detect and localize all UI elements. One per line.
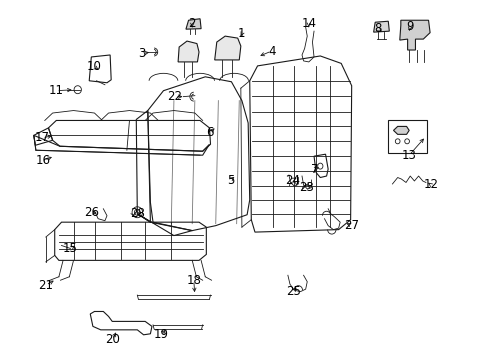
Text: 14: 14 xyxy=(301,17,316,30)
Polygon shape xyxy=(393,126,408,134)
Text: 24: 24 xyxy=(285,174,300,186)
Polygon shape xyxy=(373,21,388,32)
Text: 23: 23 xyxy=(299,181,313,194)
Text: 1: 1 xyxy=(238,27,245,40)
Text: 20: 20 xyxy=(104,333,120,346)
Text: 2: 2 xyxy=(188,17,196,30)
Polygon shape xyxy=(185,19,201,29)
Text: 3: 3 xyxy=(138,47,145,60)
Polygon shape xyxy=(214,36,241,60)
Text: 8: 8 xyxy=(373,22,381,35)
Text: 16: 16 xyxy=(36,154,51,167)
Polygon shape xyxy=(178,41,199,62)
Text: 9: 9 xyxy=(406,20,413,33)
Text: 19: 19 xyxy=(153,328,168,341)
Text: 12: 12 xyxy=(423,179,438,192)
Text: 25: 25 xyxy=(285,285,300,298)
Text: 13: 13 xyxy=(401,149,416,162)
Text: 28: 28 xyxy=(130,207,144,220)
Text: 18: 18 xyxy=(186,274,201,287)
Text: 22: 22 xyxy=(167,90,182,103)
Text: 26: 26 xyxy=(83,206,99,219)
Polygon shape xyxy=(399,20,429,50)
Text: 6: 6 xyxy=(205,126,213,139)
Text: 5: 5 xyxy=(226,174,234,186)
Text: 11: 11 xyxy=(49,84,63,97)
Text: 27: 27 xyxy=(344,219,359,232)
Text: 17: 17 xyxy=(35,131,50,144)
Text: 4: 4 xyxy=(267,45,275,58)
Text: 15: 15 xyxy=(63,242,78,255)
Text: 21: 21 xyxy=(38,279,53,292)
Text: 7: 7 xyxy=(311,163,318,176)
Bar xyxy=(387,121,427,153)
Text: 10: 10 xyxy=(87,60,102,73)
